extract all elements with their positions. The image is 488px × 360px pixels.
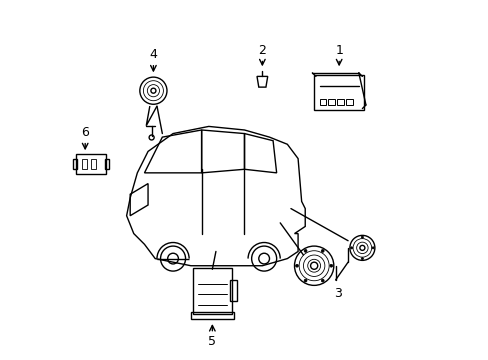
Circle shape xyxy=(329,264,332,267)
Bar xyxy=(82,158,87,169)
Circle shape xyxy=(304,279,306,282)
Text: 3: 3 xyxy=(334,287,342,300)
Bar xyxy=(337,99,343,105)
Circle shape xyxy=(304,249,306,252)
Text: 6: 6 xyxy=(81,126,89,139)
Bar xyxy=(230,280,237,301)
Bar xyxy=(105,158,108,169)
Circle shape xyxy=(361,236,363,238)
Circle shape xyxy=(321,249,324,252)
Circle shape xyxy=(361,257,363,260)
Bar xyxy=(346,99,352,105)
Circle shape xyxy=(350,247,352,249)
Bar xyxy=(319,99,325,105)
Bar xyxy=(91,158,96,169)
Text: 5: 5 xyxy=(208,336,216,348)
Circle shape xyxy=(321,279,324,282)
Text: 1: 1 xyxy=(335,44,343,57)
Text: 2: 2 xyxy=(258,44,266,57)
Circle shape xyxy=(371,247,373,249)
Bar xyxy=(328,99,334,105)
Circle shape xyxy=(295,264,298,267)
Bar xyxy=(73,158,77,169)
Text: 4: 4 xyxy=(149,48,157,61)
